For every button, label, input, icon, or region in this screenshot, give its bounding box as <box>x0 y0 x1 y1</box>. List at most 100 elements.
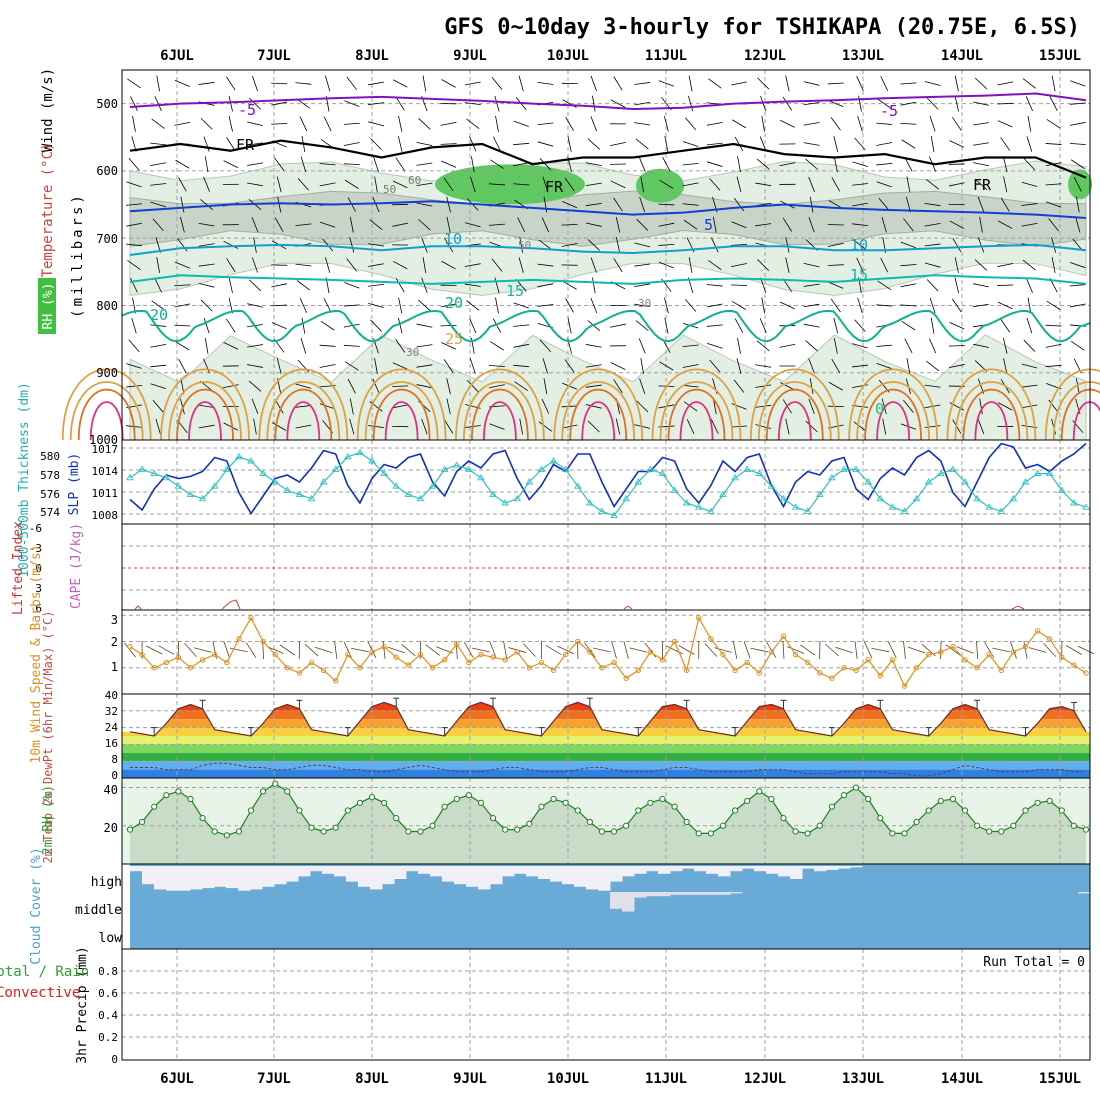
wind-barb <box>320 320 335 331</box>
wind-barb <box>464 102 481 106</box>
thickness-point <box>186 490 195 498</box>
wind-barb <box>610 323 626 328</box>
wind-barb <box>779 162 796 167</box>
wind-barb <box>370 319 382 332</box>
thickness-point <box>1070 499 1078 506</box>
wind-barb <box>469 176 476 193</box>
isotherm-warm-arch <box>569 388 628 441</box>
rh2m-grid <box>122 778 1090 864</box>
wind-barb <box>441 79 456 88</box>
wind-barb <box>709 359 721 373</box>
wind-barb <box>737 337 741 354</box>
cloud-high-gap <box>250 866 263 890</box>
wind-barb <box>514 381 529 392</box>
wind-barb <box>707 342 723 349</box>
thickness-point <box>174 482 183 489</box>
cloud-high-gap <box>454 866 467 885</box>
upper-air-contours <box>61 92 1100 441</box>
wind-barb <box>1045 201 1062 208</box>
wind-barb <box>877 280 892 291</box>
cloud-high-gap <box>526 866 539 877</box>
wind-barb <box>271 82 288 85</box>
thickness-point <box>924 478 933 485</box>
ytick-label: 1014 <box>92 465 119 478</box>
wind-barb <box>493 136 501 152</box>
isotherm-warm-arch <box>168 381 242 441</box>
wind-barb <box>464 283 481 287</box>
wind-barb <box>803 303 820 308</box>
wind10m-point <box>478 651 484 658</box>
cloud-mid-gap <box>634 892 647 898</box>
wind-barb <box>466 380 479 393</box>
isotherm-warm-arch <box>160 368 250 441</box>
isotherm-warm-arch <box>876 401 910 441</box>
wind-barb <box>537 263 554 267</box>
rh2m-point <box>840 792 848 799</box>
wind-barb <box>876 362 892 370</box>
top-date-label: 11JUL <box>645 48 687 64</box>
wind-barb <box>924 243 941 247</box>
wind-barb <box>131 317 137 334</box>
wind-barb <box>251 398 259 414</box>
wind-barb <box>974 77 988 90</box>
ytick-label: 576 <box>40 488 60 501</box>
thickness-point <box>235 452 243 460</box>
wind-barb <box>658 203 675 206</box>
wind-barb <box>539 158 552 171</box>
wind-barb <box>808 398 815 415</box>
li-trace-blip <box>134 599 1025 610</box>
wind-barb <box>416 141 433 147</box>
wind-barb <box>150 183 167 186</box>
wind10m-point <box>441 657 448 663</box>
wind-barb <box>733 379 745 393</box>
wind-barb <box>977 237 985 253</box>
wind-barb <box>180 216 185 233</box>
wind-barb <box>1045 143 1062 145</box>
wind10m-point <box>998 667 1004 674</box>
wind-barb <box>247 303 263 308</box>
wind-barb <box>997 81 1014 86</box>
cloud-high-gap <box>490 866 503 885</box>
wind-barb <box>708 78 722 89</box>
thickness-point <box>150 469 158 477</box>
rh2m-point <box>780 815 787 822</box>
wind-barb <box>349 216 354 233</box>
wind-barb <box>319 182 336 187</box>
ytick-label: 0.8 <box>98 965 118 978</box>
isotherm-warm-arch <box>667 388 726 441</box>
thickness-point <box>489 490 497 498</box>
precip-ylabel: 3hr Precip (mm) <box>75 946 90 1063</box>
wind-barb <box>706 284 723 287</box>
wind-barb <box>634 263 651 267</box>
wind-barb <box>174 261 190 269</box>
wind-barb <box>809 378 814 395</box>
wind-barb <box>543 378 548 395</box>
isotherm-10 <box>129 243 1087 256</box>
cloud-high-gap <box>790 866 803 879</box>
thickness-slp-series <box>126 442 1090 519</box>
rh2m-point <box>901 830 908 837</box>
wind-barb <box>174 324 191 327</box>
temp2m-ylabel: 2m Temp 2m DewPt (6hr Min/Max) (°C) <box>41 611 55 864</box>
wind10m-point <box>744 659 750 666</box>
wind-barb <box>585 202 602 207</box>
wind-barb <box>444 237 454 252</box>
thickness-point <box>138 465 146 472</box>
thickness-point <box>525 478 534 485</box>
wind-barb <box>900 264 917 267</box>
wind-barb <box>876 142 893 146</box>
upper-air-yticks: 500 600 700 800 900 1000 <box>89 97 118 447</box>
wind-barb <box>924 203 941 207</box>
wind-barb <box>755 182 772 187</box>
wind-barb <box>590 257 597 273</box>
wind-barb <box>712 216 717 233</box>
wind-barb <box>369 219 383 231</box>
cloud-high-gap <box>370 866 383 890</box>
rh2m-point <box>344 807 351 814</box>
wind-barb <box>349 398 354 415</box>
wind-barb <box>903 399 914 413</box>
thickness-point <box>198 494 207 502</box>
isotherm-warm-arch <box>356 368 447 441</box>
wind10m-barb <box>623 641 629 659</box>
rh2m-point <box>671 803 678 810</box>
